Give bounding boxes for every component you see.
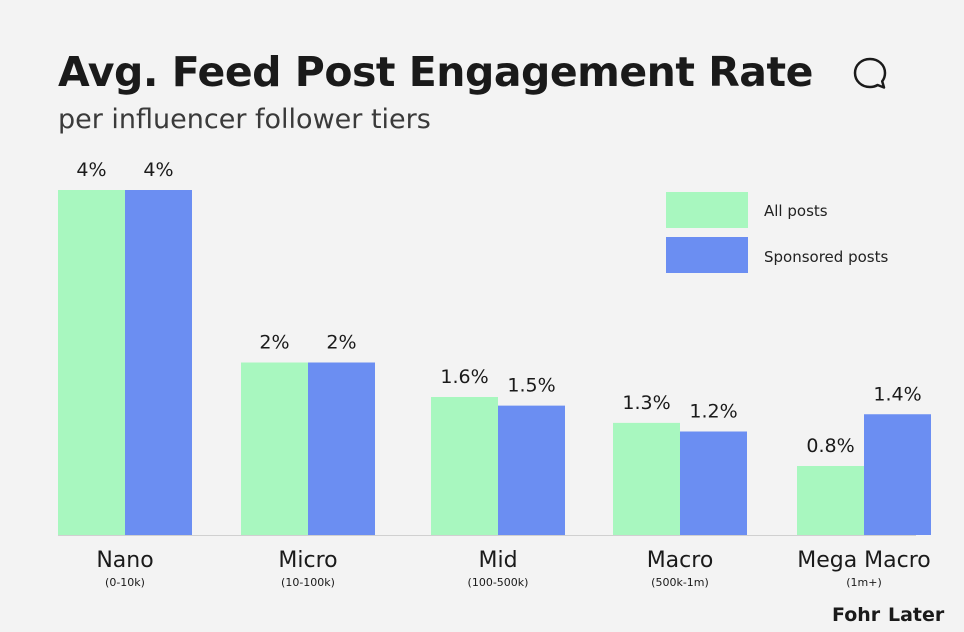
- category-sublabel: (500k-1m): [651, 576, 709, 589]
- fohr-logo: Fohr: [832, 604, 881, 626]
- chart-title: Avg. Feed Post Engagement Rate: [58, 48, 813, 96]
- category-label: Nano: [96, 548, 153, 573]
- bar-all-posts: [58, 190, 125, 535]
- data-label: 1.4%: [873, 383, 921, 405]
- category-sublabel: (100-500k): [468, 576, 529, 589]
- category-label: Mid: [478, 548, 517, 573]
- bar-sponsored-posts: [498, 405, 565, 535]
- data-label: 1.6%: [440, 366, 488, 388]
- category-sublabel: (0-10k): [105, 576, 145, 589]
- data-label: 0.8%: [806, 435, 854, 457]
- bar-all-posts: [431, 397, 498, 535]
- bar-sponsored-posts: [125, 190, 192, 535]
- category-sublabel: (10-100k): [281, 576, 335, 589]
- data-label: 1.5%: [507, 375, 555, 397]
- category-label: Micro: [278, 548, 337, 573]
- legend-swatch-all-posts: [666, 192, 748, 228]
- bar-all-posts: [613, 422, 680, 535]
- bar-all-posts: [241, 362, 308, 535]
- legend-label-all-posts: All posts: [764, 202, 828, 220]
- data-label: 2%: [326, 332, 356, 354]
- category-label: Mega Macro: [797, 548, 931, 573]
- category-label: Macro: [647, 548, 714, 573]
- chat-bubble-icon: [853, 57, 887, 89]
- data-label: 2%: [259, 332, 289, 354]
- data-label: 4%: [143, 159, 173, 181]
- data-label: 1.3%: [622, 392, 670, 414]
- legend-swatch-sponsored-posts: [666, 237, 748, 273]
- bar-all-posts: [797, 466, 864, 535]
- bar-sponsored-posts: [308, 362, 375, 535]
- data-label: 4%: [76, 159, 106, 181]
- data-label: 1.2%: [689, 401, 737, 423]
- bar-sponsored-posts: [680, 431, 747, 535]
- chart-subtitle: per influencer follower tiers: [58, 104, 431, 135]
- bar-sponsored-posts: [864, 414, 931, 535]
- category-sublabel: (1m+): [846, 576, 882, 589]
- later-logo: Later: [888, 604, 945, 626]
- legend-label-sponsored-posts: Sponsored posts: [764, 248, 889, 266]
